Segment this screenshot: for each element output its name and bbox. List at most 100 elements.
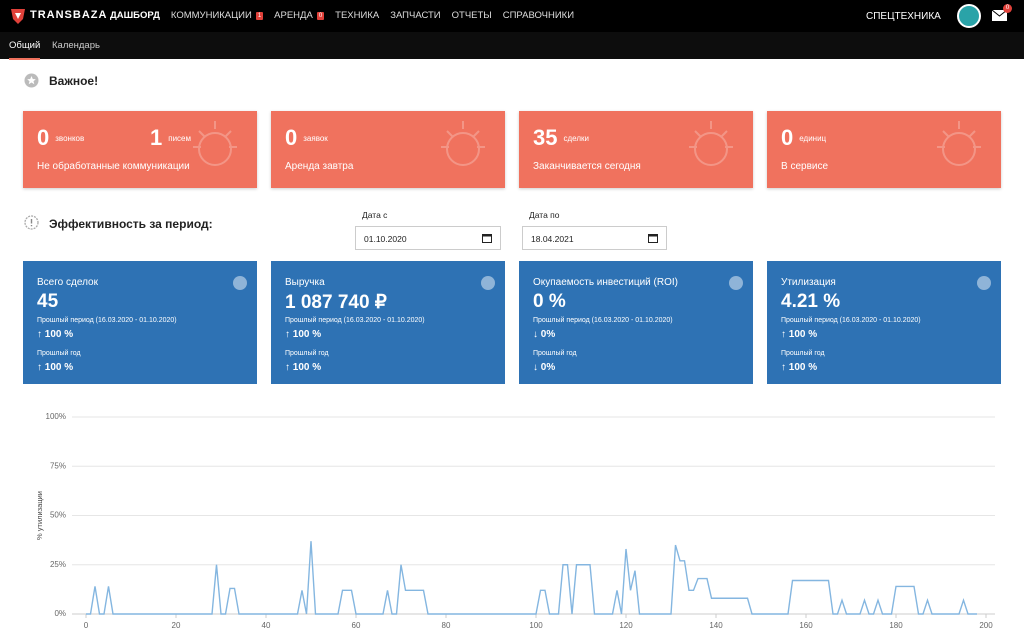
- period-label: Прошлый период (16.03.2020 - 01.10.2020): [533, 317, 673, 324]
- x-tick-label: 140: [709, 621, 723, 630]
- calendar-icon: [648, 234, 658, 243]
- x-tick-label: 60: [352, 621, 361, 630]
- info-icon[interactable]: [481, 276, 495, 290]
- period-label: Прошлый период (16.03.2020 - 01.10.2020): [781, 317, 921, 324]
- info-icon[interactable]: [729, 276, 743, 290]
- y-tick-label: 50%: [50, 511, 66, 520]
- x-tick-label: 180: [889, 621, 903, 630]
- x-tick-label: 0: [84, 621, 89, 630]
- x-tick-label: 80: [442, 621, 451, 630]
- x-tick-label: 100: [529, 621, 543, 630]
- role-label[interactable]: СПЕЦТЕХНИКА: [866, 11, 941, 22]
- nav-item[interactable]: СПРАВОЧНИКИ: [503, 10, 574, 21]
- year-change: ↑ 100 %: [781, 362, 818, 373]
- star-icon: [24, 73, 39, 88]
- kpi-value: 0 %: [533, 291, 566, 312]
- date-label: Дата по: [529, 210, 560, 220]
- x-tick-label: 160: [799, 621, 813, 630]
- metric-value: 0: [37, 125, 50, 150]
- card-metric: 35 сделки: [533, 125, 589, 151]
- x-tick-label: 120: [619, 621, 633, 630]
- y-axis-label: % утилизации: [35, 491, 44, 540]
- nav-item[interactable]: ДАШБОРД: [110, 10, 160, 21]
- card-label: Заканчивается сегодня: [533, 161, 641, 172]
- nav-label: АРЕНДА: [274, 10, 313, 21]
- logo-icon: [11, 9, 25, 24]
- year-label: Прошлый год: [285, 350, 329, 357]
- metric-value: 0: [285, 125, 298, 150]
- card-label: Не обработанные коммуникации: [37, 161, 190, 172]
- nav-item[interactable]: АРЕНДА 0: [274, 10, 325, 21]
- nav-item[interactable]: ТЕХНИКА: [335, 10, 379, 21]
- y-tick-label: 100%: [46, 412, 66, 421]
- date-label: Дата с: [362, 210, 388, 220]
- kpi-value: 45: [37, 291, 59, 312]
- metric-unit: единиц: [799, 133, 827, 143]
- x-tick-label: 200: [979, 621, 993, 630]
- card-icon: [193, 121, 237, 166]
- metric-value: 1: [150, 125, 163, 150]
- year-change: ↑ 100 %: [37, 362, 74, 373]
- kpi-card[interactable]: Окупаемость инвестиций (ROI) 0 % Прошлый п…: [519, 261, 753, 384]
- card-icon: [937, 121, 981, 166]
- year-change: ↑ 100 %: [285, 362, 322, 373]
- top-nav: TRANSBAZA ДАШБОРД КОММУНИКАЦИИ 1 АРЕНДА 0 ТЕХ…: [0, 0, 1024, 32]
- date-input[interactable]: 18.04.2021: [522, 226, 667, 250]
- nav-label: ЗАПЧАСТИ: [390, 10, 441, 21]
- nav-badge: 0: [316, 11, 325, 20]
- nav-label: ТЕХНИКА: [335, 10, 380, 21]
- calendar-icon: [482, 234, 492, 243]
- year-change: ↓ 0%: [533, 362, 556, 373]
- tab[interactable]: Календарь: [52, 40, 100, 51]
- card-label: Аренда завтра: [285, 161, 354, 172]
- card-metric: 0 звонков: [37, 125, 84, 151]
- line: [86, 541, 977, 615]
- info-card[interactable]: 0 звонков 1 писем Не обработанные коммуникац…: [23, 111, 257, 188]
- card-metric: 0 заявок: [285, 125, 328, 151]
- metric-value: 35: [533, 125, 558, 150]
- kpi-title: Выручка: [285, 277, 325, 288]
- kpi-title: Всего сделок: [37, 277, 98, 288]
- metric-unit: звонков: [55, 133, 85, 143]
- nav-item[interactable]: ОТЧЕТЫ: [452, 10, 492, 21]
- card-label: В сервисе: [781, 161, 829, 172]
- mail-badge: 0: [1003, 4, 1012, 13]
- info-card[interactable]: 0 единиц В сервисе: [767, 111, 1001, 188]
- alert-icon: [24, 215, 39, 230]
- avatar[interactable]: [957, 4, 981, 28]
- date-value: 01.10.2020: [364, 234, 407, 244]
- nav-label: КОММУНИКАЦИИ: [170, 10, 252, 21]
- kpi-card[interactable]: Утилизация 4.21 % Прошлый период (16.03.20…: [767, 261, 1001, 384]
- kpi-card[interactable]: Всего сделок 45 Прошлый период (16.03.2020…: [23, 261, 257, 384]
- metric-unit: писем: [168, 133, 191, 143]
- nav-label: ОТЧЕТЫ: [451, 10, 492, 21]
- kpi-value: 1 087 740 ₽: [285, 292, 387, 313]
- kpi-title: Утилизация: [781, 277, 836, 288]
- period-change: ↑ 100 %: [781, 329, 818, 340]
- logo-text: TRANSBAZA: [30, 9, 108, 21]
- y-tick-label: 25%: [50, 560, 66, 569]
- period-change: ↓ 0%: [533, 329, 556, 340]
- nav-item[interactable]: КОММУНИКАЦИИ 1: [170, 10, 264, 21]
- chart: % утилизации 0% 25% 50% 75% 100% 0 20 40 60 80 100 1…: [35, 412, 995, 630]
- tab[interactable]: Общий: [9, 40, 41, 60]
- kpi-card[interactable]: Выручка 1 087 740 ₽ Прошлый период (16.03.…: [271, 261, 505, 384]
- metric-value: 0: [781, 125, 794, 150]
- info-icon[interactable]: [977, 276, 991, 290]
- card-icon: [689, 121, 733, 166]
- info-icon[interactable]: [233, 276, 247, 290]
- nav-badge: 1: [255, 11, 264, 20]
- tab-bar: Общий Календарь: [0, 32, 1024, 60]
- kpi-title: Окупаемость инвестиций (ROI): [533, 277, 678, 288]
- card-metric: 1 писем: [150, 125, 191, 151]
- nav-label: СПРАВОЧНИКИ: [502, 10, 575, 21]
- nav-item[interactable]: ЗАПЧАСТИ: [390, 10, 440, 21]
- info-card[interactable]: 0 заявок Аренда завтра: [271, 111, 505, 188]
- info-card[interactable]: 35 сделки Заканчивается сегодня: [519, 111, 753, 188]
- year-label: Прошлый год: [533, 350, 577, 357]
- date-input[interactable]: 01.10.2020: [355, 226, 501, 250]
- year-label: Прошлый год: [781, 350, 825, 357]
- metric-unit: сделки: [563, 133, 589, 143]
- x-tick-label: 40: [262, 621, 271, 630]
